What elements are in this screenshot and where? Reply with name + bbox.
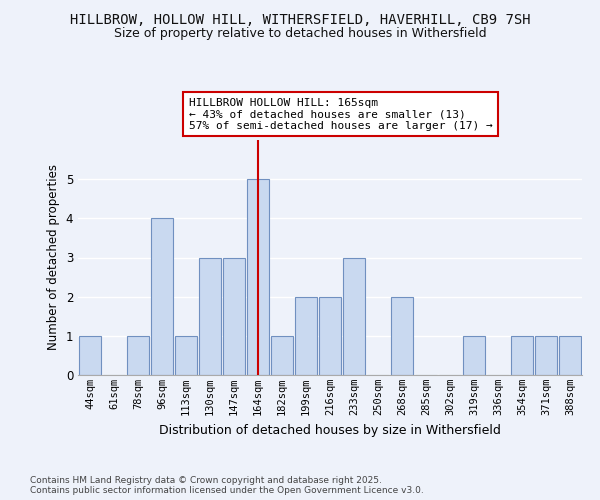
Bar	[343, 258, 365, 375]
Bar	[127, 336, 149, 375]
X-axis label: Distribution of detached houses by size in Withersfield: Distribution of detached houses by size …	[159, 424, 501, 436]
Bar	[535, 336, 557, 375]
Bar	[247, 179, 269, 375]
Bar	[463, 336, 485, 375]
Bar	[223, 258, 245, 375]
Bar	[391, 296, 413, 375]
Bar	[79, 336, 101, 375]
Text: HILLBROW, HOLLOW HILL, WITHERSFIELD, HAVERHILL, CB9 7SH: HILLBROW, HOLLOW HILL, WITHERSFIELD, HAV…	[70, 12, 530, 26]
Bar	[199, 258, 221, 375]
Text: Contains HM Land Registry data © Crown copyright and database right 2025.
Contai: Contains HM Land Registry data © Crown c…	[30, 476, 424, 495]
Bar	[271, 336, 293, 375]
Bar	[295, 296, 317, 375]
Bar	[175, 336, 197, 375]
Text: Size of property relative to detached houses in Withersfield: Size of property relative to detached ho…	[113, 28, 487, 40]
Y-axis label: Number of detached properties: Number of detached properties	[47, 164, 60, 350]
Bar	[511, 336, 533, 375]
Bar	[151, 218, 173, 375]
Bar	[319, 296, 341, 375]
Bar	[559, 336, 581, 375]
Text: HILLBROW HOLLOW HILL: 165sqm
← 43% of detached houses are smaller (13)
57% of se: HILLBROW HOLLOW HILL: 165sqm ← 43% of de…	[189, 98, 493, 131]
